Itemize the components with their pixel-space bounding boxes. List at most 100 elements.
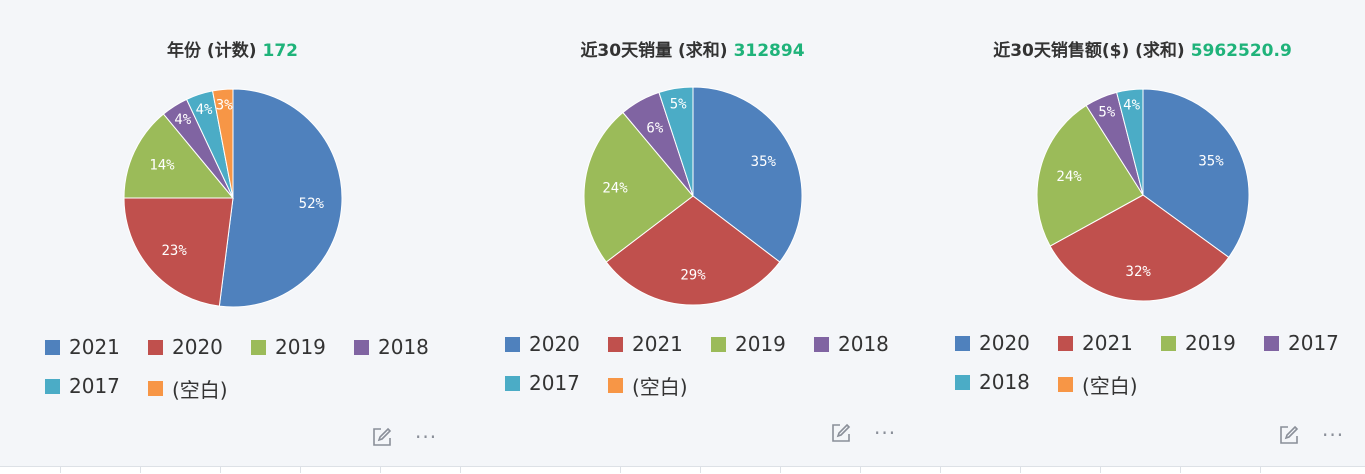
legend-label: 2017 (69, 374, 120, 398)
pie-slice-2020[interactable] (123, 197, 234, 307)
legend-swatch (251, 339, 266, 355)
edit-icon[interactable] (1278, 424, 1300, 446)
column-divider (60, 466, 61, 473)
chart-title-text: 年份 (计数) (167, 41, 257, 61)
slice-data-label: 3% (216, 98, 233, 114)
legend-item[interactable]: 2017 (505, 371, 580, 395)
metric-total: 312894 (733, 41, 805, 61)
legend-item[interactable]: 2021 (1058, 331, 1133, 355)
legend-item[interactable]: 2017 (45, 374, 120, 398)
legend-label: 2021 (1082, 331, 1133, 355)
legend-label: 2019 (1185, 331, 1236, 355)
legend-label: (空白) (632, 375, 688, 399)
legend-label: 2020 (529, 332, 580, 356)
more-icon[interactable]: ··· (874, 421, 897, 445)
legend-label: 2020 (172, 335, 223, 359)
legend-label: 2017 (1288, 331, 1339, 355)
legend-label: 2017 (529, 371, 580, 395)
column-divider (940, 466, 941, 473)
legend-item[interactable]: 2019 (1161, 331, 1236, 355)
legend-swatch (1058, 377, 1073, 392)
legend-label: 2018 (838, 332, 889, 356)
pie-slice-2021[interactable] (1049, 194, 1230, 302)
legend-swatch (1058, 335, 1073, 351)
pie-slice-2020[interactable] (1142, 88, 1250, 259)
pie-slice-2021[interactable] (218, 88, 343, 308)
pie-slice-2019[interactable] (123, 113, 235, 199)
edit-icon[interactable] (830, 422, 852, 444)
legend-swatch (1264, 335, 1279, 351)
slice-data-label: 4% (1123, 98, 1140, 114)
column-divider (1020, 466, 1021, 473)
column-divider (860, 466, 861, 473)
legend-item[interactable]: 2018 (814, 332, 889, 356)
slice-data-label: 5% (1098, 104, 1115, 120)
legend-item[interactable]: 2020 (955, 331, 1030, 355)
legend-label: 2021 (632, 332, 683, 356)
legend-item[interactable]: 2020 (505, 332, 580, 356)
metric-total: 5962520.9 (1190, 41, 1292, 61)
legend-item[interactable]: 2021 (608, 332, 683, 356)
legend-item[interactable]: 2018 (354, 335, 429, 359)
pie-chart[interactable]: 35% 29% 24% 6% 5% (583, 86, 803, 306)
pie-slice-2020[interactable] (692, 86, 803, 263)
legend-label: 2021 (69, 335, 120, 359)
pie-slice-(空白)[interactable] (211, 88, 234, 199)
more-icon[interactable]: ··· (415, 425, 438, 449)
panel-actions: ··· (1278, 424, 1344, 446)
pie-slice-2018[interactable] (1116, 88, 1144, 196)
pie-chart[interactable]: 52%23%14%4%4% 3% (123, 88, 343, 308)
legend-label: 2018 (378, 335, 429, 359)
slice-data-label: 32% (1126, 264, 1152, 280)
column-divider (1180, 466, 1181, 473)
pie-slice-2019[interactable] (1036, 104, 1144, 247)
chart-title: 近30天销量 (求和) 312894 (465, 36, 920, 61)
legend-item[interactable]: 2019 (711, 332, 786, 356)
slice-data-label: 24% (602, 180, 628, 196)
chart-panel-2: 近30天销量 (求和) 312894 35% 29% 24% 6% 5% 2020 2021… (465, 0, 920, 466)
chart-title: 近30天销售额($) (求和) 5962520.9 (920, 36, 1365, 61)
column-divider (1260, 466, 1261, 473)
legend-item[interactable]: (空白) (148, 374, 228, 403)
edit-icon[interactable] (371, 426, 393, 448)
column-divider (1100, 466, 1101, 473)
legend-swatch (1161, 335, 1176, 351)
column-divider (620, 466, 621, 473)
legend-label: 2019 (735, 332, 786, 356)
legend-item[interactable]: (空白) (1058, 370, 1138, 399)
legend-item[interactable]: 2019 (251, 335, 326, 359)
pie-slice-2019[interactable] (583, 111, 694, 263)
slice-data-label: 4% (174, 112, 191, 128)
legend-swatch (608, 336, 623, 352)
column-divider (300, 466, 301, 473)
legend-item[interactable]: 2020 (148, 335, 223, 359)
legend-swatch (148, 381, 163, 396)
legend-item[interactable]: 2018 (955, 370, 1030, 394)
pie-slice-2017[interactable] (658, 86, 694, 197)
slice-data-label: 29% (680, 267, 706, 283)
legend-swatch (148, 339, 163, 355)
pie-chart[interactable]: 35% 32% 24% 5% 4% (1036, 88, 1250, 302)
legend-label: 2019 (275, 335, 326, 359)
legend-swatch (814, 336, 829, 352)
chart-title-text: 近30天销售额($) (求和) (993, 41, 1185, 61)
legend-swatch (505, 336, 520, 352)
legend-item[interactable]: (空白) (608, 371, 688, 400)
slice-data-label: 35% (751, 154, 777, 170)
legend-label: (空白) (172, 378, 228, 402)
legend: 2020 2021 2019 2017 2018 (空白) (955, 331, 1365, 401)
chart-title: 年份 (计数) 172 (0, 36, 465, 61)
legend-swatch (45, 339, 60, 355)
more-icon[interactable]: ··· (1322, 423, 1345, 447)
legend-swatch (505, 375, 520, 391)
slice-data-label: 23% (161, 243, 187, 259)
column-divider (780, 466, 781, 473)
column-divider (140, 466, 141, 473)
legend-item[interactable]: 2017 (1264, 331, 1339, 355)
column-divider (460, 466, 461, 473)
pie-slice-2021[interactable] (605, 195, 781, 306)
slice-data-label: 5% (670, 96, 687, 112)
legend-swatch (711, 336, 726, 352)
legend-item[interactable]: 2021 (45, 335, 120, 359)
legend-label: 2020 (979, 331, 1030, 355)
